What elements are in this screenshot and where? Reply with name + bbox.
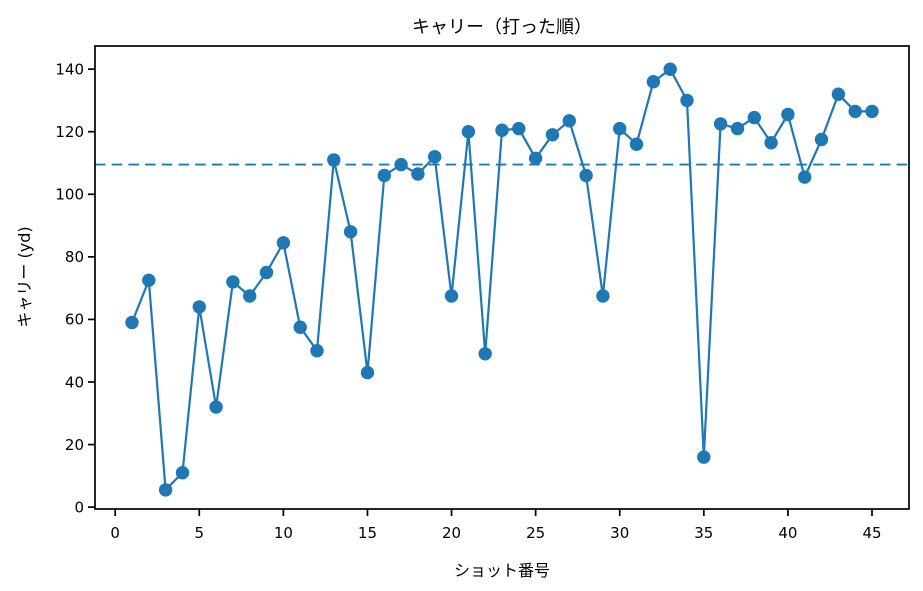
x-tick-label: 30 bbox=[610, 524, 629, 542]
x-tick-label: 40 bbox=[778, 524, 797, 542]
data-point bbox=[276, 236, 291, 250]
y-tick-label: 60 bbox=[65, 311, 84, 329]
data-point bbox=[343, 225, 358, 239]
data-point bbox=[512, 121, 526, 136]
x-tick-label: 35 bbox=[694, 524, 713, 542]
data-point bbox=[713, 117, 728, 131]
data-point bbox=[848, 104, 862, 119]
plot-border bbox=[94, 45, 910, 510]
data-point bbox=[865, 104, 879, 119]
data-point bbox=[831, 87, 846, 101]
data-point bbox=[545, 128, 560, 142]
data-point bbox=[192, 300, 206, 314]
data-point bbox=[596, 289, 610, 303]
data-point bbox=[478, 347, 492, 361]
data-point bbox=[209, 400, 223, 414]
y-tick-label: 40 bbox=[65, 373, 84, 391]
y-axis-label: キャリー (yd) bbox=[15, 226, 34, 327]
y-tick-label: 120 bbox=[55, 123, 84, 141]
data-point bbox=[663, 62, 677, 76]
axes-layer bbox=[94, 45, 910, 510]
x-tick-label: 25 bbox=[526, 524, 545, 542]
data-point bbox=[730, 121, 745, 136]
data-point bbox=[259, 265, 274, 280]
y-tick-label: 100 bbox=[55, 186, 84, 204]
data-point bbox=[579, 168, 593, 183]
data-point bbox=[461, 125, 476, 139]
data-point bbox=[747, 110, 761, 125]
x-tick-label: 45 bbox=[862, 524, 881, 542]
series-layer bbox=[125, 62, 879, 497]
data-point bbox=[293, 320, 307, 334]
data-point bbox=[562, 114, 576, 128]
x-tick-label: 15 bbox=[358, 524, 377, 542]
x-tick-label: 10 bbox=[274, 524, 293, 542]
data-point bbox=[142, 273, 156, 287]
y-tick-label: 0 bbox=[74, 498, 84, 516]
data-point bbox=[428, 150, 442, 164]
y-tick-label: 140 bbox=[55, 60, 84, 78]
data-point bbox=[781, 107, 795, 122]
data-point bbox=[798, 170, 812, 184]
tick-layer: 0 5 10 15 20 25 30 35 40 45 0 20 40 60 80 100 120 140 bbox=[55, 60, 881, 542]
data-point bbox=[528, 151, 543, 165]
data-point bbox=[444, 289, 459, 303]
x-axis-label: ショット番号 bbox=[454, 561, 550, 580]
y-tick-label: 20 bbox=[65, 436, 84, 454]
data-point bbox=[226, 275, 240, 289]
x-tick-label: 5 bbox=[194, 524, 204, 542]
data-point bbox=[394, 157, 408, 172]
data-point bbox=[764, 136, 778, 150]
data-point bbox=[310, 344, 324, 358]
data-point bbox=[697, 450, 711, 464]
data-point bbox=[360, 365, 375, 380]
data-point bbox=[158, 483, 173, 497]
data-point bbox=[629, 137, 644, 151]
x-tick-label: 0 bbox=[110, 524, 120, 542]
data-point bbox=[243, 289, 257, 303]
data-point bbox=[175, 466, 190, 480]
data-point bbox=[411, 167, 425, 181]
data-point bbox=[125, 315, 139, 330]
chart-title: キャリー（打った順） bbox=[412, 17, 592, 38]
data-point bbox=[327, 153, 341, 167]
data-point bbox=[680, 93, 694, 108]
data-point bbox=[814, 132, 829, 147]
data-point bbox=[495, 123, 509, 137]
data-point bbox=[377, 168, 391, 183]
data-point bbox=[646, 75, 661, 89]
x-tick-label: 20 bbox=[442, 524, 461, 542]
y-tick-label: 80 bbox=[65, 248, 84, 266]
data-point bbox=[613, 121, 627, 136]
